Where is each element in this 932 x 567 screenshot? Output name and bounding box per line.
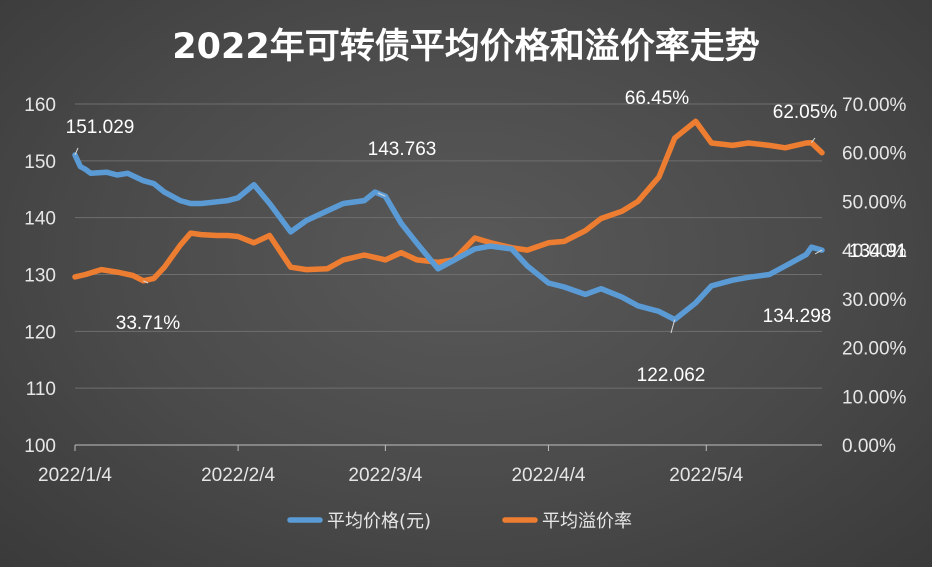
x-tick-label: 2022/3/4 — [348, 465, 422, 486]
y-left-tick-label: 150 — [24, 152, 56, 173]
data-label: 151.029 — [66, 117, 135, 138]
y-right-tick-labels: 0.00% 10.00% 20.00% 30.00% 40.00% 50.00% 60.00… — [842, 95, 907, 457]
legend-item-price-label: 平均价格(元) — [327, 511, 431, 532]
y-left-tick-label: 130 — [24, 266, 56, 287]
data-label: 134.298 — [763, 306, 832, 327]
data-label: 62.05% — [773, 102, 838, 123]
x-tick-label: 2022/1/4 — [38, 465, 112, 486]
y-right-tick-label: 40.00% — [842, 241, 907, 262]
price-series-line — [72, 152, 825, 323]
y-left-tick-label: 120 — [24, 322, 56, 343]
axes — [74, 444, 822, 451]
y-left-tick-label: 100 — [24, 436, 56, 457]
data-label: 66.45% — [625, 88, 690, 109]
y-right-tick-label: 30.00% — [842, 290, 907, 311]
annotation-leader-line — [377, 192, 386, 197]
annotation-leader-line — [811, 137, 816, 144]
data-label: 33.71% — [116, 313, 181, 334]
gridlines — [75, 103, 822, 389]
y-right-tick-label: 0.00% — [842, 436, 896, 457]
chart-title: 2022年可转债平均价格和溢价率走势 — [172, 27, 759, 67]
series-lines — [72, 118, 825, 323]
annotation-leader-line — [74, 147, 79, 156]
y-left-tick-label: 110 — [26, 379, 56, 400]
x-tick-label: 2022/2/4 — [201, 465, 275, 486]
y-left-tick-label: 160 — [24, 95, 56, 116]
legend: 平均价格(元) 平均溢价率 — [287, 511, 632, 532]
y-right-tick-label: 10.00% — [842, 387, 907, 408]
data-label: 122.062 — [637, 365, 706, 386]
y-right-tick-label: 20.00% — [842, 339, 907, 360]
legend-item-premium-label: 平均溢价率 — [542, 511, 632, 532]
y-right-tick-label: 60.00% — [842, 144, 907, 165]
annotation-leader-line — [814, 249, 823, 255]
y-left-tick-labels: 100 110 120 130 140 150 160 — [24, 95, 56, 457]
x-tick-label: 2022/4/4 — [511, 465, 585, 486]
annotation-leader-line — [143, 280, 149, 284]
annotation-leader-line — [670, 319, 676, 334]
y-right-tick-label: 50.00% — [842, 192, 907, 213]
y-right-tick-label: 70.00% — [842, 95, 907, 116]
x-tick-label: 2022/5/4 — [669, 465, 743, 486]
y-left-tick-label: 140 — [24, 209, 56, 230]
premium-series-line — [72, 118, 825, 284]
x-tick-labels: 2022/1/4 2022/2/4 2022/3/4 2022/4/4 2022/5/4 — [38, 465, 744, 486]
data-annotations: 151.029 143.763 122.062 134.298 134.91 33.71%… — [66, 88, 907, 386]
data-label: 134.91 — [849, 241, 907, 262]
data-label: 143.763 — [368, 139, 437, 160]
